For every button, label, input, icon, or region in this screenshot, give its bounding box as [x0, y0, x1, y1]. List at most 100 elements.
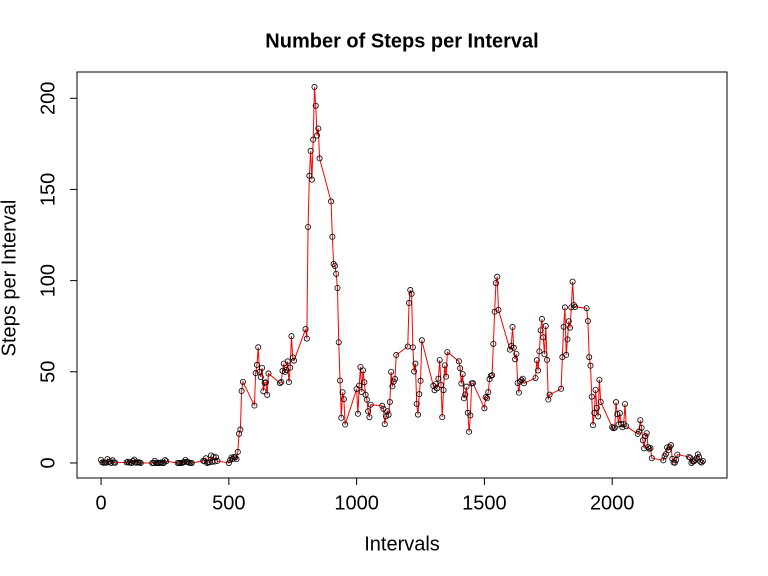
data-point — [436, 357, 443, 364]
data-point — [583, 305, 590, 312]
data-point — [462, 391, 469, 398]
data-point — [667, 442, 674, 449]
data-point — [485, 389, 492, 396]
data-point — [469, 380, 476, 387]
data-point — [564, 336, 571, 343]
data-point — [338, 414, 345, 421]
data-line — [100, 87, 704, 465]
data-point — [611, 424, 618, 431]
data-point — [535, 367, 542, 374]
data-point — [532, 374, 539, 381]
data-point — [358, 388, 365, 395]
data-point — [188, 459, 195, 466]
data-point — [560, 323, 567, 330]
data-point — [592, 386, 599, 393]
data-point — [439, 414, 446, 421]
data-point — [291, 357, 298, 364]
data-point — [621, 401, 628, 408]
data-point — [214, 457, 221, 464]
data-point — [494, 273, 501, 280]
data-point — [590, 422, 597, 429]
data-point — [643, 430, 650, 437]
data-point — [365, 408, 372, 415]
data-point — [331, 262, 338, 269]
data-point — [289, 354, 296, 361]
data-point — [328, 198, 335, 205]
data-point — [613, 399, 620, 406]
x-tick-label: 1500 — [462, 492, 507, 514]
data-point — [339, 389, 346, 396]
data-point — [238, 388, 245, 395]
data-point — [440, 387, 447, 394]
plot-box — [76, 71, 728, 479]
data-point — [561, 304, 568, 311]
data-point — [591, 409, 598, 416]
data-point — [513, 350, 520, 357]
data-point — [565, 318, 572, 325]
data-point — [265, 370, 272, 377]
data-point — [487, 372, 494, 379]
data-point — [567, 324, 574, 331]
data-point — [163, 458, 170, 465]
data-point — [596, 376, 603, 383]
data-point — [492, 280, 499, 287]
data-point — [660, 457, 667, 464]
data-point — [232, 454, 239, 461]
data-point — [367, 401, 374, 408]
data-point — [546, 391, 553, 398]
data-point — [386, 399, 393, 406]
data-point — [495, 306, 502, 313]
data-point — [563, 351, 570, 358]
data-point — [593, 404, 600, 411]
data-point — [638, 424, 645, 431]
data-point — [441, 362, 448, 369]
data-point — [303, 335, 310, 342]
data-point — [237, 426, 244, 433]
data-point — [385, 411, 392, 418]
data-point — [648, 455, 655, 462]
data-point — [506, 346, 513, 353]
data-point — [161, 457, 168, 464]
data-point — [228, 454, 235, 461]
data-point — [458, 380, 465, 387]
data-point — [307, 147, 314, 154]
data-point — [490, 340, 497, 347]
data-point — [699, 457, 706, 464]
data-point — [444, 349, 451, 356]
data-point — [381, 421, 388, 428]
data-point — [257, 374, 264, 381]
data-point — [360, 367, 367, 374]
x-tick-label: 0 — [96, 492, 107, 514]
data-point — [418, 337, 425, 344]
data-point — [698, 459, 705, 466]
y-tick-label: 0 — [37, 457, 59, 468]
data-point — [330, 261, 337, 268]
data-point — [597, 398, 604, 405]
data-point — [673, 457, 680, 464]
data-point — [584, 318, 591, 325]
data-point — [491, 308, 498, 315]
data-point — [609, 424, 616, 431]
data-point — [337, 377, 344, 384]
data-point — [434, 385, 441, 392]
data-point — [408, 290, 415, 297]
data-point — [137, 459, 144, 466]
data-point — [541, 351, 548, 358]
data-point — [618, 421, 625, 428]
data-point — [278, 379, 285, 386]
data-point — [674, 451, 681, 458]
data-point — [569, 278, 576, 285]
data-point — [409, 344, 416, 351]
data-point — [308, 176, 315, 183]
y-tick-label: 150 — [37, 173, 59, 206]
data-point — [366, 414, 373, 421]
data-point — [233, 456, 240, 463]
data-point — [697, 458, 704, 465]
y-axis-title: Steps per Interval — [0, 200, 20, 357]
data-point — [253, 361, 260, 368]
data-point — [443, 373, 450, 380]
x-axis-title: Intervals — [364, 533, 440, 555]
data-point — [614, 411, 621, 418]
data-point — [435, 375, 442, 382]
